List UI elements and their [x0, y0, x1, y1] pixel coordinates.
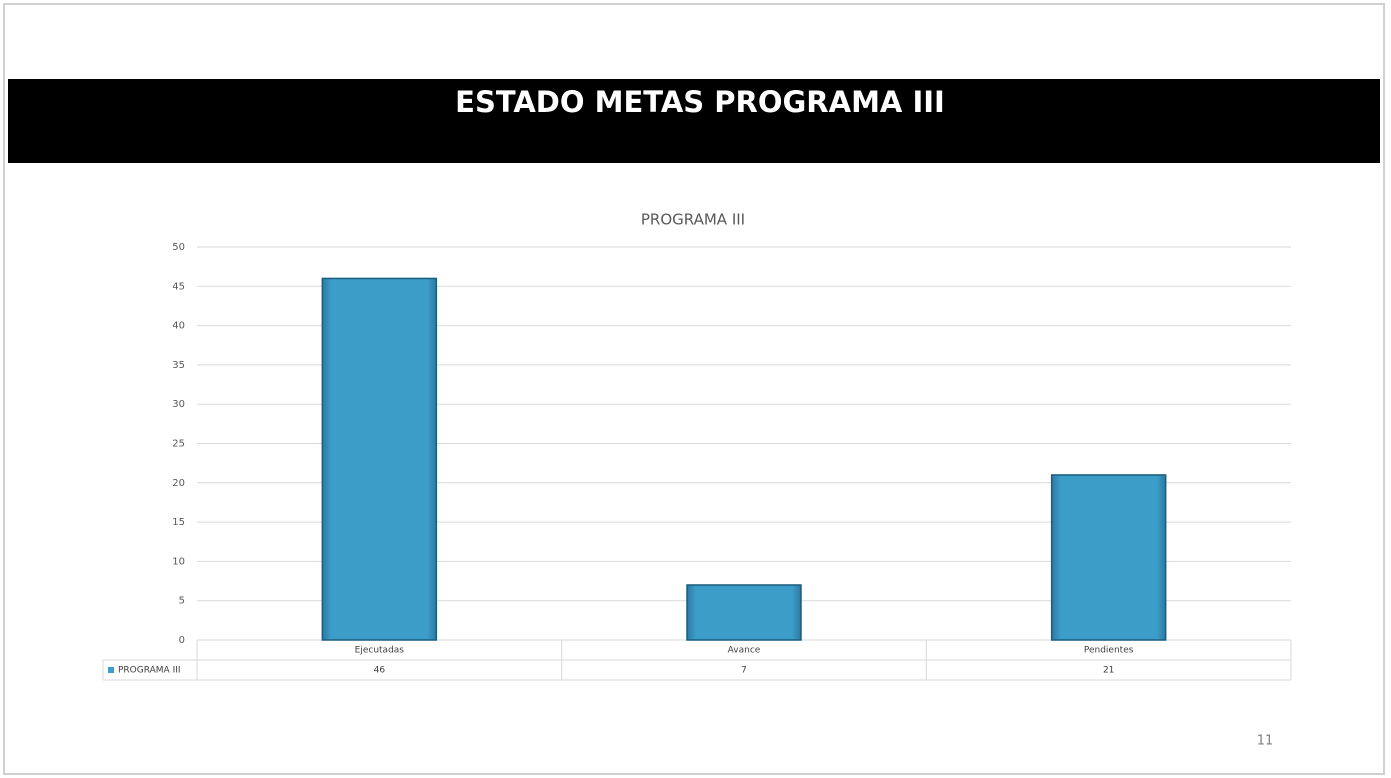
y-tick-label: 50 [172, 242, 185, 253]
table-value: 7 [741, 666, 747, 676]
y-tick-label: 15 [172, 517, 185, 528]
x-tick-label: Ejecutadas [355, 646, 405, 656]
bar [1050, 474, 1167, 641]
y-tick-label: 45 [172, 281, 185, 292]
x-tick-label: Pendientes [1084, 646, 1134, 656]
y-tick-label: 25 [172, 439, 185, 450]
legend-label: PROGRAMA III [118, 666, 181, 676]
bar [321, 277, 438, 641]
x-tick-label: Avance [728, 646, 761, 656]
y-tick-label: 40 [172, 321, 185, 332]
chart-title: PROGRAMA III [641, 211, 745, 229]
title-banner [8, 79, 1380, 163]
page-number: 11 [1257, 734, 1274, 749]
y-tick-label: 20 [172, 478, 185, 489]
y-tick-label: 5 [179, 596, 185, 607]
legend-swatch [108, 667, 114, 673]
table-value: 46 [374, 666, 386, 676]
y-tick-label: 10 [172, 556, 185, 567]
slide-title: ESTADO METAS PROGRAMA III [455, 85, 945, 119]
y-tick-label: 0 [179, 635, 185, 646]
y-tick-label: 35 [172, 360, 185, 371]
y-tick-label: 30 [172, 399, 185, 410]
table-value: 21 [1103, 666, 1114, 676]
bar [686, 584, 802, 641]
